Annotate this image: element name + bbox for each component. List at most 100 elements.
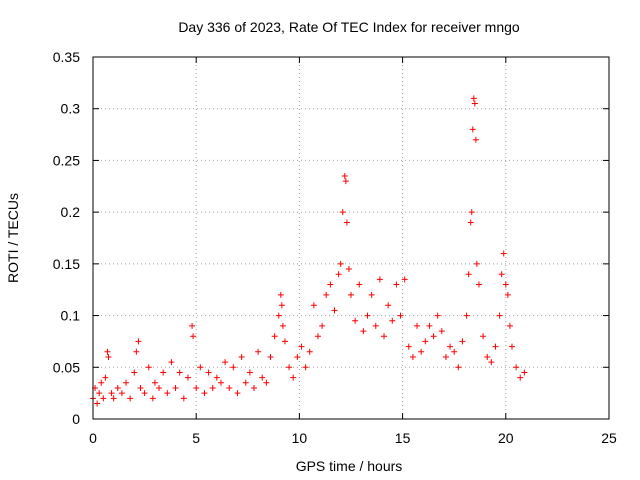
data-point: [360, 328, 367, 335]
data-point: [342, 178, 349, 185]
data-point: [267, 353, 274, 360]
data-point: [108, 390, 115, 397]
y-tick-label: 0.2: [61, 204, 81, 220]
data-point: [401, 276, 408, 283]
data-point: [277, 291, 284, 298]
data-point: [385, 302, 392, 309]
data-point: [123, 379, 130, 386]
data-point: [180, 395, 187, 402]
y-tick-label: 0.1: [61, 308, 81, 324]
data-point: [114, 384, 121, 391]
data-point: [341, 172, 348, 179]
data-point: [190, 333, 197, 340]
data-point: [343, 219, 350, 226]
data-point: [217, 379, 224, 386]
y-tick-label: 0: [72, 411, 80, 427]
x-tick-label: 10: [292, 430, 308, 446]
data-point: [397, 312, 404, 319]
data-point: [414, 322, 421, 329]
x-tick-label: 20: [498, 430, 514, 446]
data-point: [504, 291, 511, 298]
x-axis-label: GPS time / hours: [296, 458, 403, 474]
data-point: [426, 322, 433, 329]
data-point: [521, 369, 528, 376]
data-point: [98, 379, 105, 386]
data-point: [451, 348, 458, 355]
plot-frame: [92, 56, 610, 420]
y-tick-label: 0.35: [53, 49, 80, 65]
x-tick-label: 5: [192, 430, 200, 446]
data-point: [160, 369, 167, 376]
data-point: [100, 395, 107, 402]
y-tick-label: 0.25: [53, 152, 80, 168]
data-point: [234, 390, 241, 397]
data-point: [298, 343, 305, 350]
data-point: [465, 271, 472, 278]
data-point: [484, 353, 491, 360]
x-axis-ticks: 0 5 10 15 20 25: [89, 57, 617, 446]
data-point: [197, 364, 204, 371]
data-point: [172, 384, 179, 391]
data-point: [469, 126, 476, 133]
data-point: [335, 271, 342, 278]
data-point: [286, 364, 293, 371]
data-point: [508, 343, 515, 350]
data-point: [472, 136, 479, 143]
data-point: [496, 312, 503, 319]
y-axis-ticks: 0 0.05 0.1 0.15 0.2 0.25 0.3 0.35: [53, 49, 609, 427]
data-point: [222, 359, 229, 366]
data-point: [473, 260, 480, 267]
data-point: [279, 322, 286, 329]
chart-title: Day 336 of 2023, Rate Of TEC Index for r…: [178, 19, 520, 35]
data-point: [348, 291, 354, 298]
data-point: [447, 343, 454, 350]
data-point: [145, 364, 152, 371]
data-point: [430, 333, 437, 340]
data-point: [352, 317, 359, 324]
data-points: [90, 95, 528, 407]
data-point: [345, 266, 352, 273]
data-point: [381, 333, 388, 340]
data-point: [393, 281, 400, 288]
data-point: [455, 364, 462, 371]
data-point: [164, 390, 171, 397]
data-point: [376, 276, 383, 283]
data-point: [368, 291, 375, 298]
data-point: [102, 374, 109, 381]
data-point: [226, 384, 233, 391]
data-point: [323, 291, 330, 298]
data-point: [459, 338, 466, 345]
data-point: [372, 322, 379, 329]
data-point: [105, 353, 112, 360]
y-tick-label: 0.15: [53, 256, 80, 272]
data-point: [133, 348, 140, 355]
data-point: [201, 390, 208, 397]
data-point: [422, 338, 429, 345]
data-point: [184, 374, 191, 381]
data-point: [137, 384, 144, 391]
data-point: [118, 390, 125, 397]
data-point: [255, 348, 262, 355]
data-point: [176, 369, 183, 376]
data-point: [488, 359, 495, 366]
data-point: [327, 281, 334, 288]
data-point: [409, 353, 416, 360]
data-point: [156, 384, 163, 391]
data-point: [127, 395, 134, 402]
data-point: [418, 348, 425, 355]
y-axis-label: ROTI / TECUs: [5, 193, 21, 283]
data-point: [500, 250, 507, 257]
data-point: [135, 338, 142, 345]
x-tick-label: 0: [89, 430, 97, 446]
data-point: [442, 353, 449, 360]
data-point: [356, 281, 363, 288]
data-point: [471, 100, 478, 107]
data-point: [470, 95, 477, 102]
data-point: [189, 322, 196, 329]
data-point: [319, 322, 326, 329]
x-tick-label: 15: [395, 430, 411, 446]
grid-lines: [93, 57, 609, 419]
data-point: [193, 384, 200, 391]
data-point: [331, 307, 338, 314]
